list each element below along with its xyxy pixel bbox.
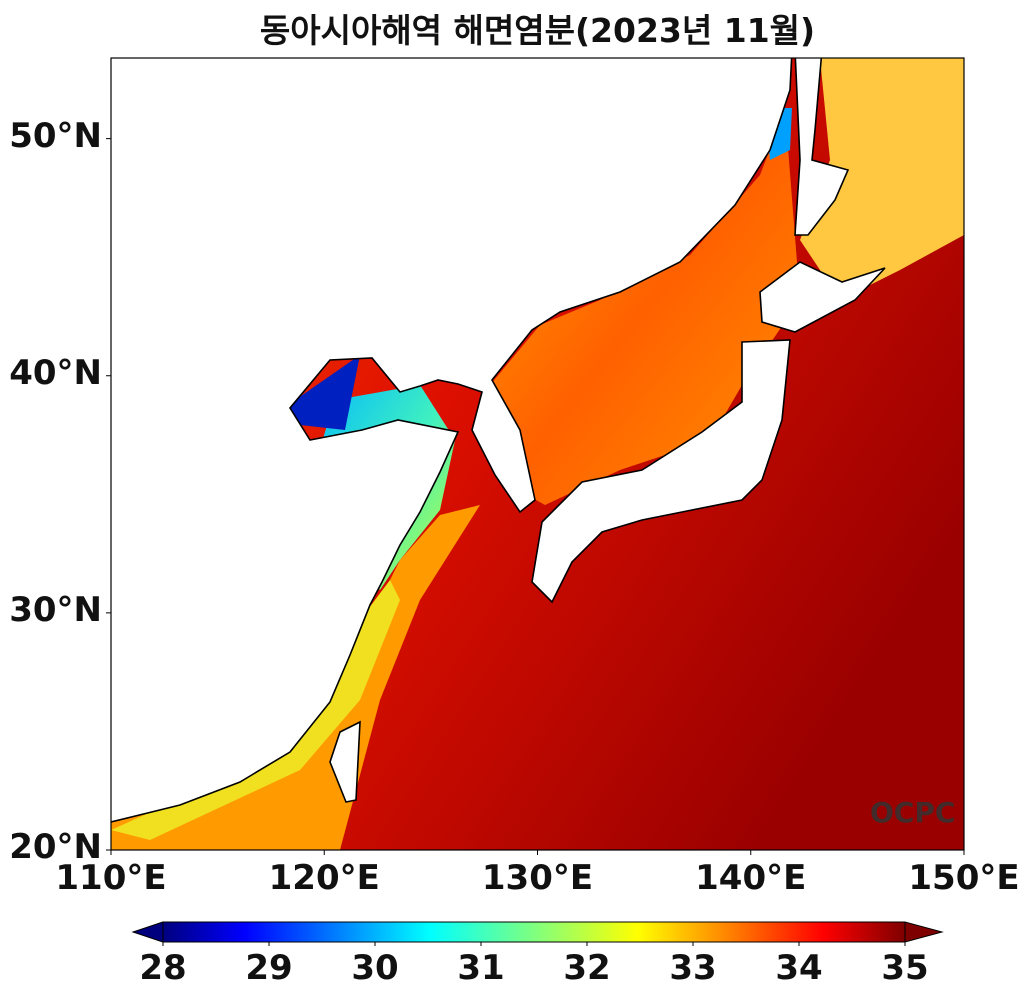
lon-tick-label: 130°E [481,858,594,898]
ocpc-watermark: OCPC [870,796,956,829]
lat-tick-label: 50°N [9,115,102,156]
lat-tick-label: 40°N [9,352,102,393]
china-korea-russia-land [111,58,793,823]
lat-tick-label: 30°N [9,589,102,630]
colorbar-over-arrow [904,921,944,943]
colorbar-tick-label: 29 [245,948,293,988]
colorbar-tick-label: 30 [351,948,399,988]
map-title: 동아시아해역 해면염분(2023년 11월) [259,11,816,50]
lon-tick-label: 140°E [695,858,807,898]
east-sea-field [490,110,800,505]
colorbar-tick-label: 34 [775,948,823,988]
lon-tick-label: 150°E [908,858,1020,898]
colorbar [162,921,906,943]
sakhalin-island [794,58,850,236]
colorbar-under-arrow [131,921,164,943]
colorbar-tick-label: 31 [457,948,505,988]
bohai-sea-field [288,355,360,430]
lon-tick-label: 110°E [55,858,167,898]
hokkaido-island [759,261,886,333]
colorbar-tick-label: 35 [881,948,929,988]
colorbar-tick-label: 33 [669,948,717,988]
colorbar-tick-label: 28 [139,948,187,988]
lon-tick-label: 120°E [268,858,380,898]
coastal-yellow-band [111,580,400,840]
honshu-island [531,339,791,604]
colorbar-tick-label: 32 [563,948,611,988]
lat-tick-label: 20°N [9,827,102,867]
taiwan-island [329,720,361,803]
okhotsk-sea-field [800,58,964,300]
